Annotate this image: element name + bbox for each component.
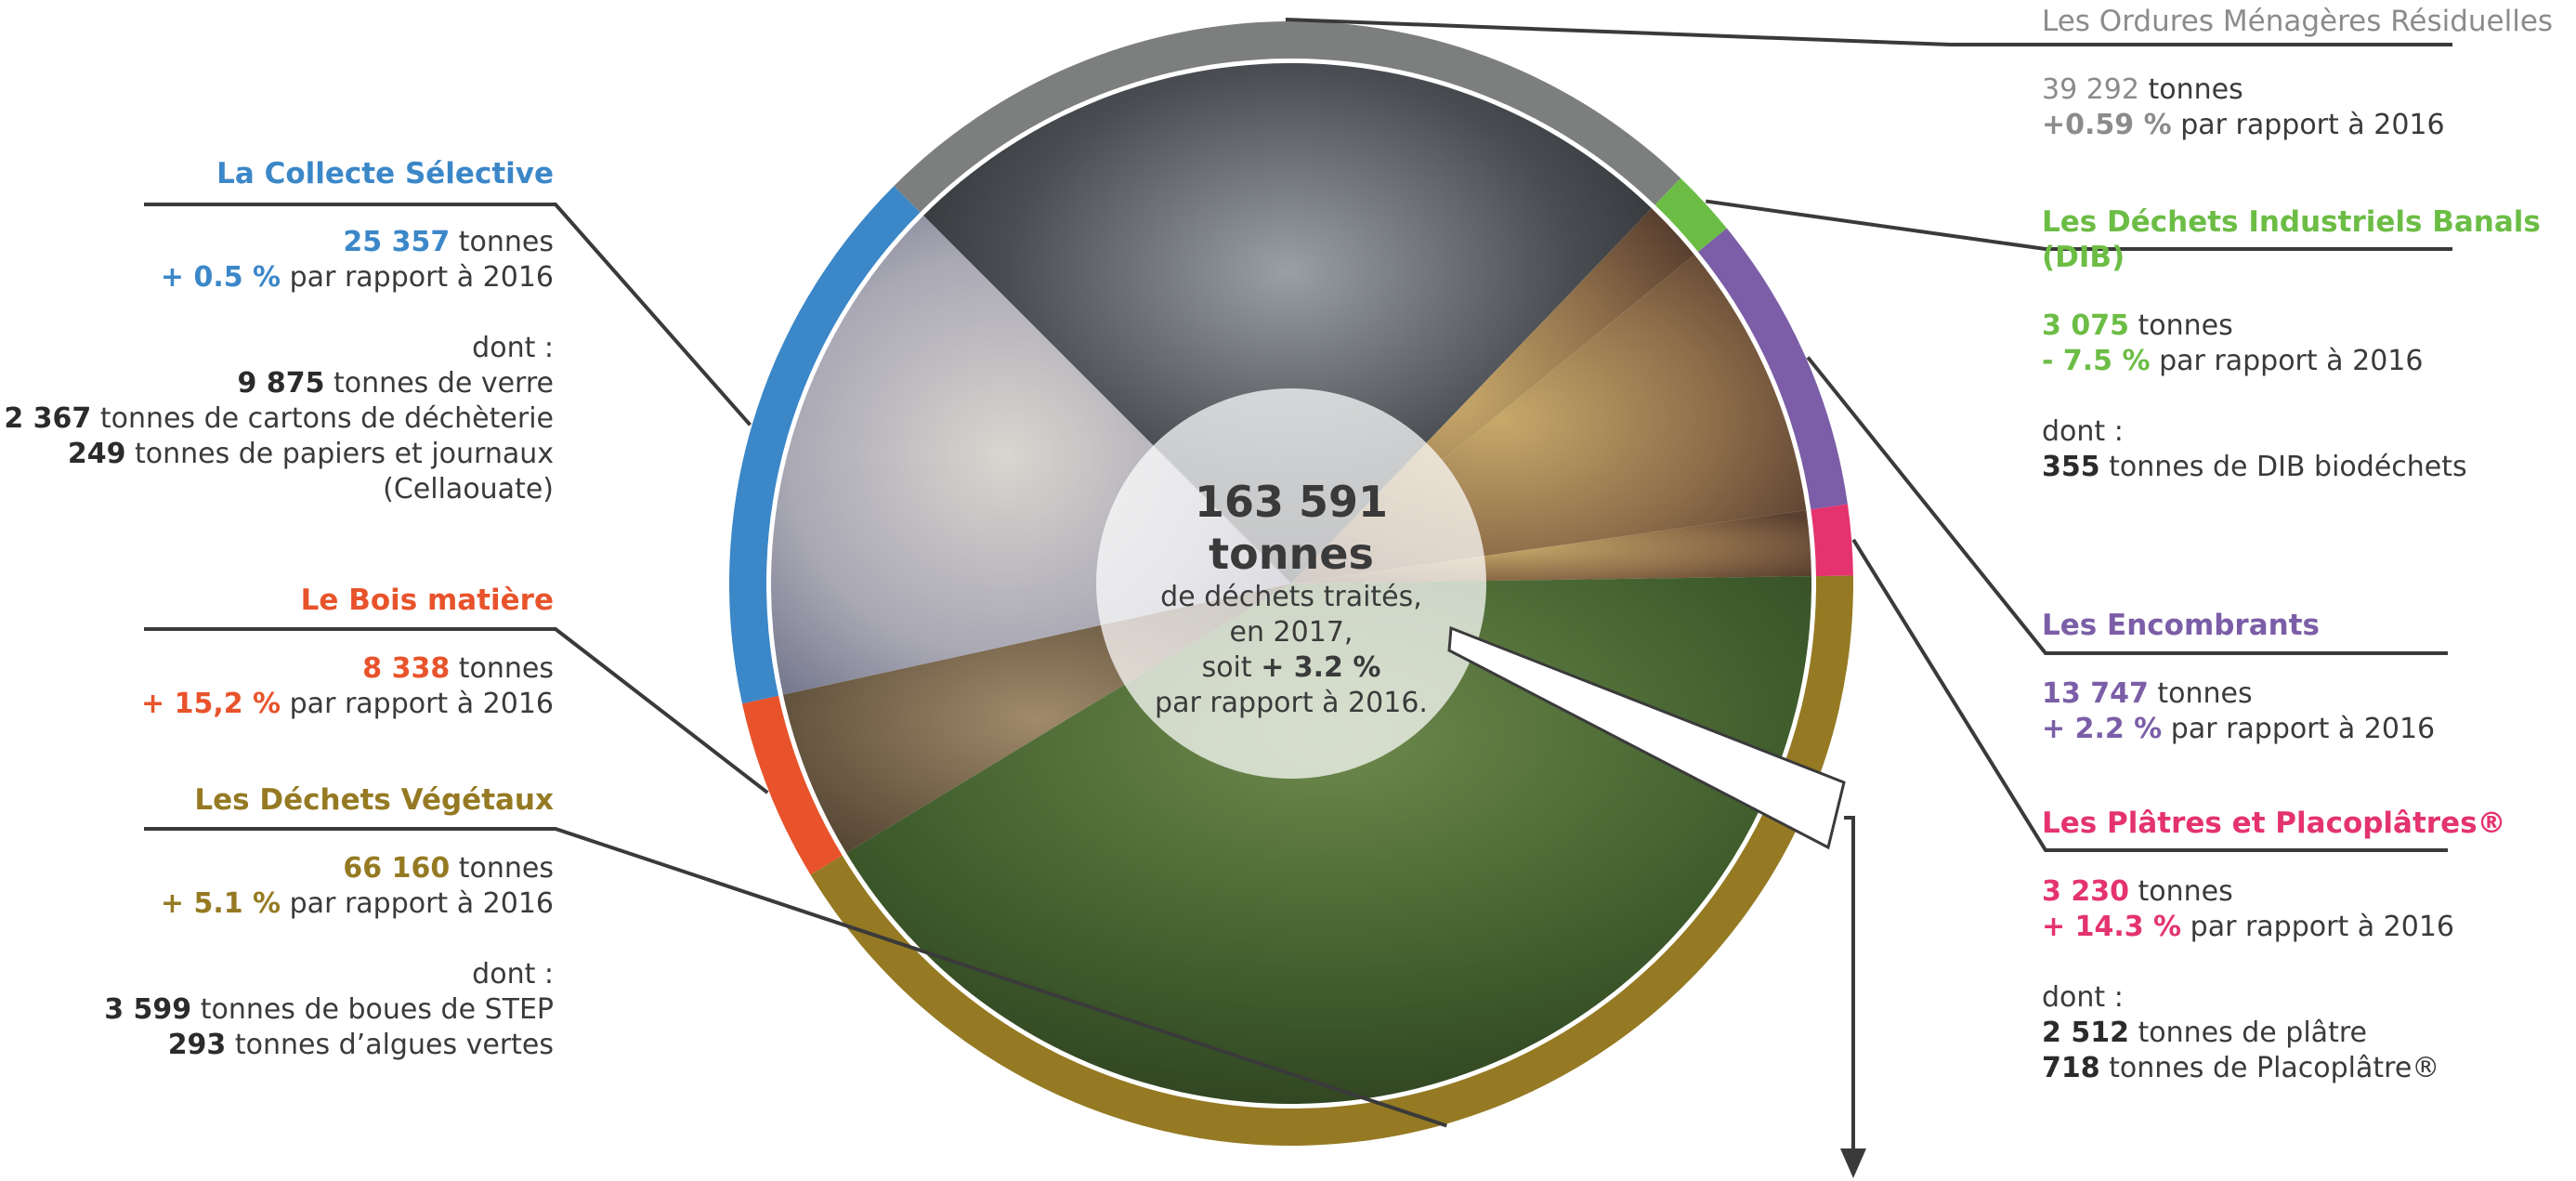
omr-value: 39 292 tonnes: [2042, 73, 2243, 106]
bois-title: Le Bois matière: [300, 584, 554, 617]
photo-wedge-omr: [923, 63, 1652, 584]
ring-segment-platres: [1811, 504, 1853, 577]
platres-details-header: dont :: [2042, 981, 2124, 1014]
exploded-gap: [1447, 625, 1846, 850]
leader-lines: [144, 18, 2452, 1128]
total-line2: en 2017,: [1229, 616, 1353, 649]
vegetaux-details-header: dont :: [472, 958, 554, 991]
ring-segment-dib: [1654, 177, 1727, 252]
bois-change: + 15,2 % par rapport à 2016: [140, 688, 554, 720]
leader-line-bois: [144, 627, 769, 794]
arrow-head: [1840, 1148, 1866, 1178]
collecte-detail-1: 9 875 tonnes de verre: [237, 367, 554, 400]
collecte-detail-4: (Cellaouate): [383, 473, 554, 505]
leader-line-dib: [1706, 199, 2452, 251]
encombrants-value: 13 747 tonnes: [2042, 677, 2253, 710]
label-omr: Les Ordures Ménagères Résiduelles 39 292…: [2042, 4, 2562, 143]
omr-change: +0.59 % par rapport à 2016: [2042, 109, 2445, 141]
leader-line-encombrants: [1806, 356, 2448, 655]
leader-line-platres: [1851, 538, 2448, 852]
label-encombrants: Les Encombrants 13 747 tonnes + 2.2 % pa…: [2042, 608, 2562, 747]
ring-segment-collecte: [729, 186, 921, 704]
vegetaux-value: 66 160 tonnes: [343, 852, 554, 885]
label-dib: Les Déchets Industriels Banals (DIB) 3 0…: [2042, 204, 2562, 485]
platres-detail-1: 2 512 tonnes de plâtre: [2042, 1017, 2367, 1049]
ring-segment-encombrants: [1697, 228, 1848, 510]
total-line1: de déchets traités,: [1160, 581, 1422, 613]
platres-change: + 14.3 % par rapport à 2016: [2042, 911, 2455, 943]
platres-value: 3 230 tonnes: [2042, 875, 2233, 908]
collecte-title: La Collecte Sélective: [216, 157, 554, 190]
total-line3: soit + 3.2 %: [1105, 650, 1477, 686]
arrow-line: [1844, 816, 1855, 1161]
vegetaux-change: + 5.1 % par rapport à 2016: [160, 887, 554, 920]
collecte-value: 25 357 tonnes: [343, 226, 554, 258]
donut-ring: [729, 20, 1854, 1146]
collecte-detail-3: 249 tonnes de papiers et journaux: [67, 438, 554, 470]
label-platres: Les Plâtres et Placoplâtres® 3 230 tonne…: [2042, 806, 2562, 1086]
platres-detail-2: 718 tonnes de Placoplâtre®: [2042, 1052, 2440, 1084]
collecte-change: + 0.5 % par rapport à 2016: [160, 261, 554, 294]
leader-line-collecte: [144, 203, 752, 426]
dib-title: Les Déchets Industriels Banals (DIB): [2042, 205, 2541, 274]
collecte-detail-2: 2 367 tonnes de cartons de déchèterie: [4, 402, 554, 435]
encombrants-title: Les Encombrants: [2042, 609, 2320, 642]
total-change: + 3.2 %: [1261, 651, 1381, 684]
dib-change: - 7.5 % par rapport à 2016: [2042, 345, 2424, 377]
total-line4: par rapport à 2016.: [1155, 687, 1428, 719]
total-value: 163 591 tonnes: [1194, 477, 1389, 579]
vegetaux-detail-1: 3 599 tonnes de boues de STEP: [104, 993, 554, 1026]
label-bois: Le Bois matière 8 338 tonnes + 15,2 % pa…: [0, 583, 554, 722]
encombrants-change: + 2.2 % par rapport à 2016: [2042, 713, 2436, 745]
dib-detail-1: 355 tonnes de DIB biodéchets: [2042, 451, 2467, 483]
dib-details-header: dont :: [2042, 415, 2124, 448]
leader-line-omr: [1285, 18, 2452, 46]
platres-title: Les Plâtres et Placoplâtres®: [2042, 807, 2506, 840]
total-line3-prefix: soit: [1201, 651, 1262, 684]
center-disc: [1096, 388, 1486, 779]
ring-segment-omr: [894, 20, 1681, 213]
bois-value: 8 338 tonnes: [362, 652, 554, 685]
collecte-details-header: dont :: [472, 332, 554, 364]
label-collecte: La Collecte Sélective 25 357 tonnes + 0.…: [0, 156, 554, 507]
total-label: 163 591 tonnes de déchets traités, en 20…: [1105, 476, 1477, 721]
vegetaux-title: Les Déchets Végétaux: [194, 783, 554, 817]
vegetaux-detail-2: 293 tonnes d’algues vertes: [167, 1029, 554, 1061]
dib-value: 3 075 tonnes: [2042, 309, 2233, 342]
ring-segment-bois: [741, 695, 843, 875]
label-vegetaux: Les Déchets Végétaux 66 160 tonnes + 5.1…: [0, 782, 554, 1063]
leader-line-vegetaux: [144, 827, 1447, 1128]
omr-title: Les Ordures Ménagères Résiduelles: [2042, 5, 2554, 38]
